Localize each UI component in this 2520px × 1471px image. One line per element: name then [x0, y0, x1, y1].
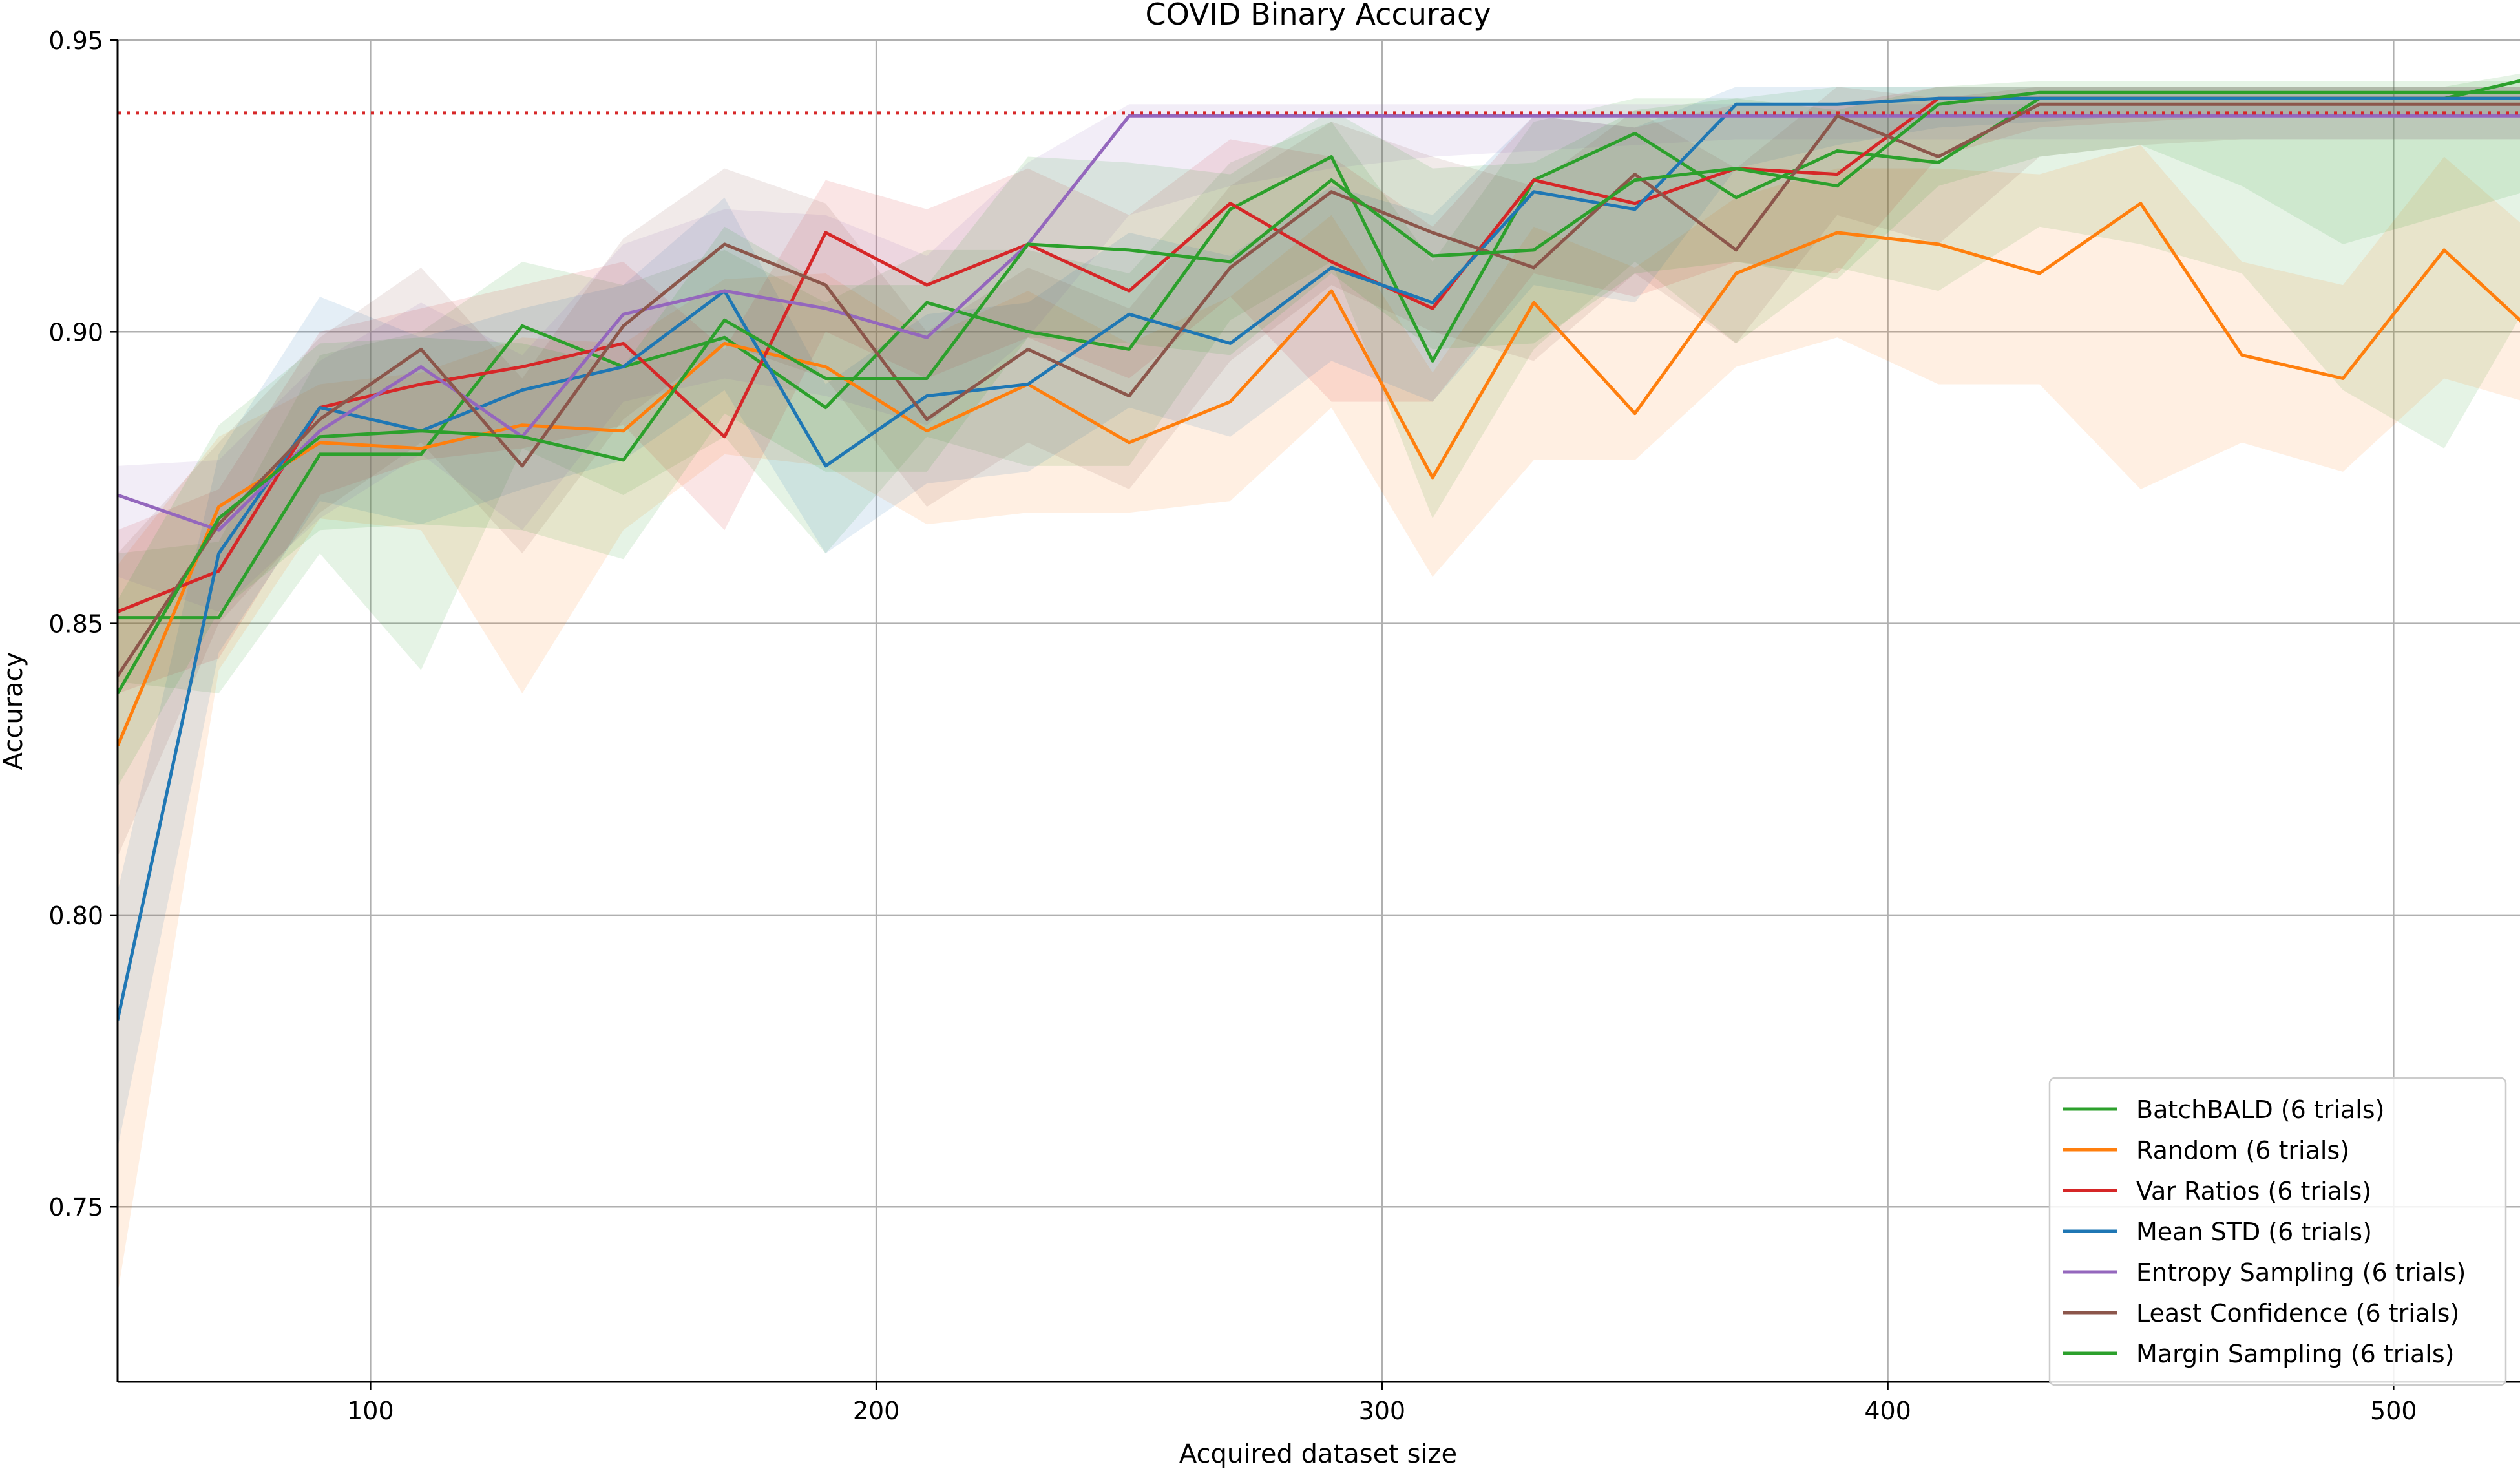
y-tick-label: 0.85: [48, 610, 103, 639]
legend: BatchBALD (6 trials) Random (6 trials) Var…: [2050, 1078, 2506, 1385]
x-tick-label: 300: [1359, 1397, 1406, 1425]
legend-label: Var Ratios (6 trials): [2136, 1177, 2371, 1205]
x-tick-label: 400: [1864, 1397, 1911, 1425]
legend-label: Margin Sampling (6 trials): [2136, 1340, 2454, 1368]
y-tick-label: 0.95: [48, 26, 103, 55]
x-tick-label: 200: [853, 1397, 900, 1425]
legend-label: Random (6 trials): [2136, 1136, 2349, 1165]
legend-label: Mean STD (6 trials): [2136, 1218, 2372, 1246]
x-tick-label: 100: [347, 1397, 394, 1425]
legend-label: BatchBALD (6 trials): [2136, 1095, 2384, 1124]
x-tick-label: 500: [2370, 1397, 2417, 1425]
y-tick-label: 0.75: [48, 1193, 103, 1222]
y-tick-label: 0.80: [48, 902, 103, 930]
legend-label: Entropy Sampling (6 trials): [2136, 1258, 2466, 1287]
legend-label: Least Confidence (6 trials): [2136, 1299, 2459, 1328]
y-tick-label: 0.90: [48, 318, 103, 346]
x-axis-label: Acquired dataset size: [1179, 1439, 1457, 1468]
y-axis-label: Accuracy: [0, 652, 28, 770]
chart-title: COVID Binary Accuracy: [1145, 0, 1491, 32]
